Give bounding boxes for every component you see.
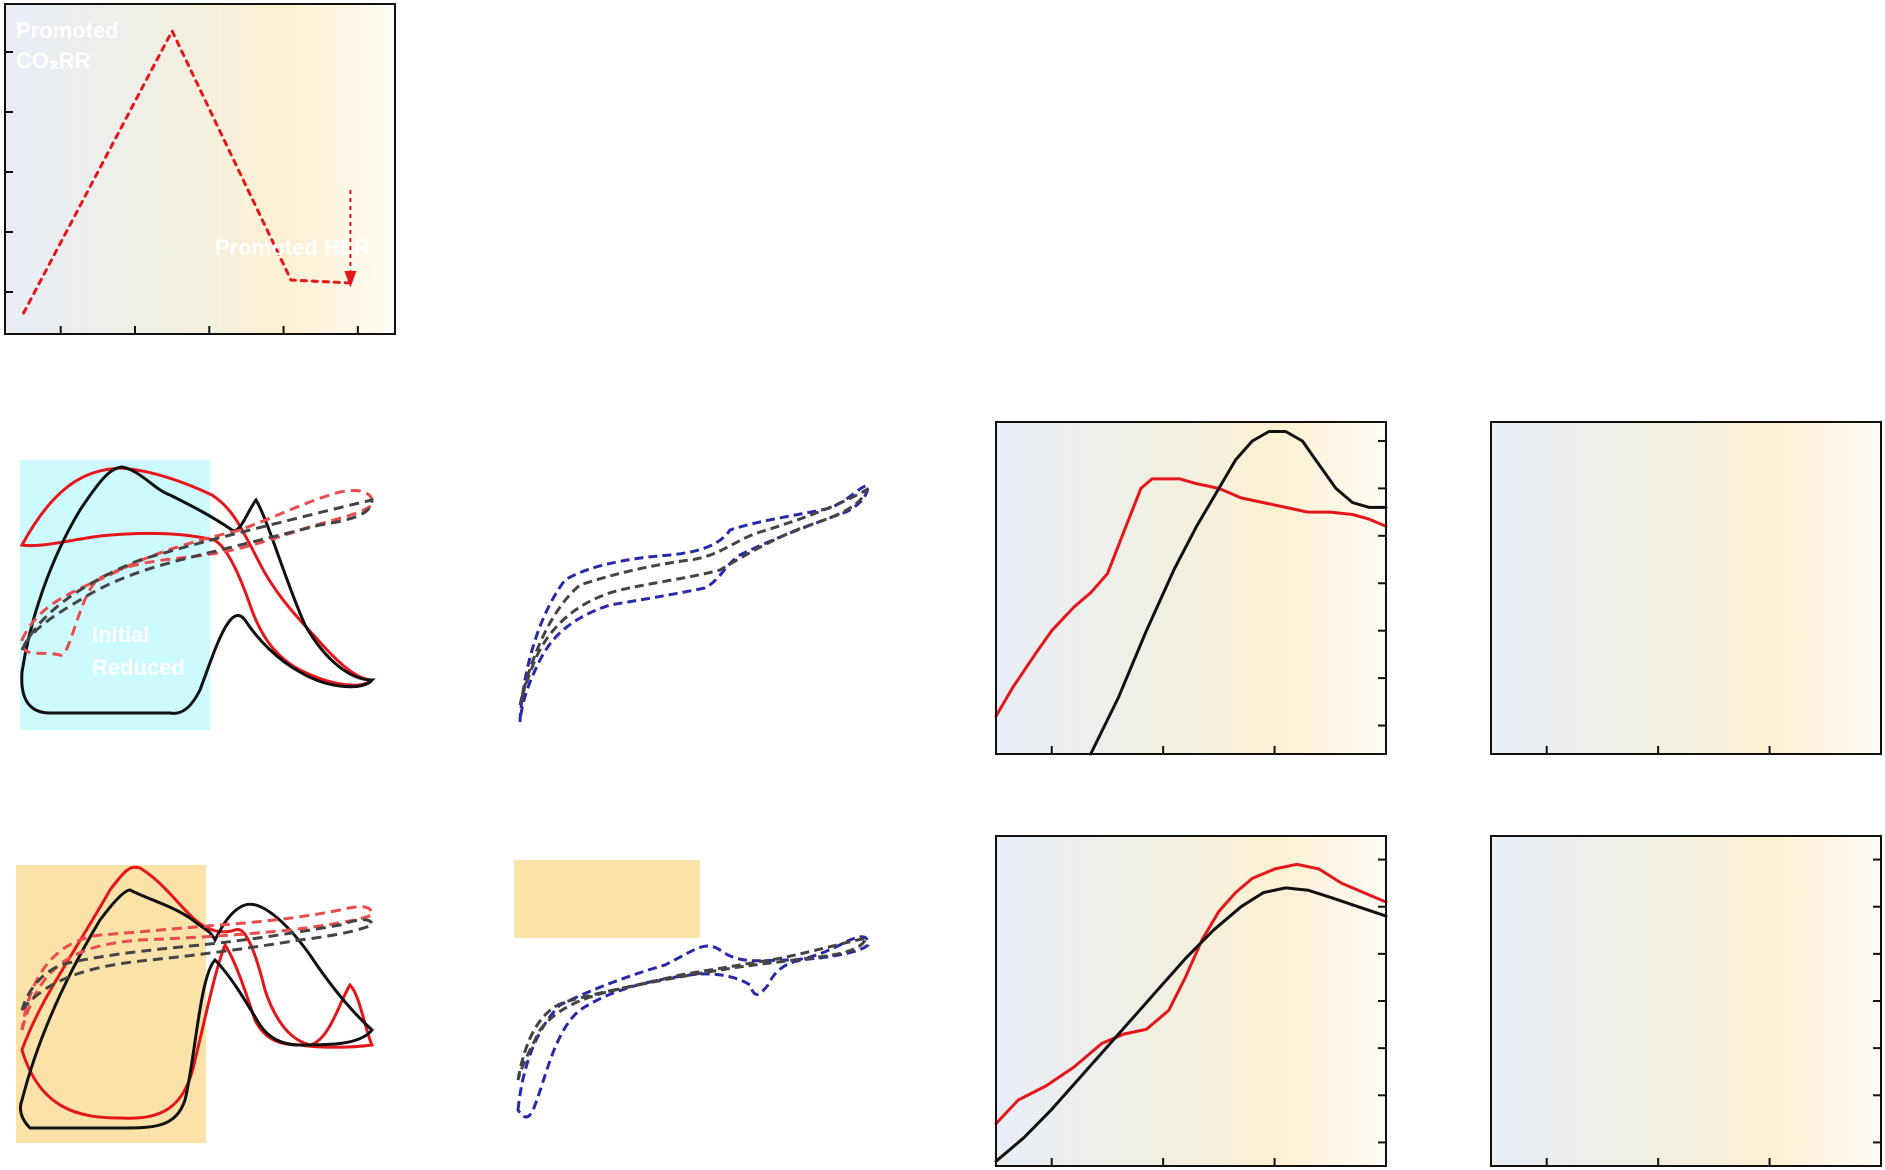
panel-b: Initial Reduced [19,460,377,730]
her-arrow [344,190,357,288]
c-curve-gray-dashed [518,486,869,706]
panel-d-frame [995,421,1387,755]
panel-i-background [1491,836,1881,1166]
series-d-red-0 [994,477,1388,718]
g-curve-gray-dashed [516,935,869,1081]
c-curve-blue-dashed [518,484,870,723]
panel-e [1490,421,1882,755]
panel-d-background [996,422,1386,754]
panel-i-marks [1545,858,1881,1166]
panel-d-marks [994,430,1388,756]
panel-h [994,835,1388,1167]
b-curve-gray-dashed [20,498,374,651]
panel-f [16,865,375,1143]
g-curve-blue-dashed [516,935,870,1119]
annotation-promoted-her: Promoted HER [215,235,370,260]
annotation-promoted-co2rr-line1: Promoted [16,18,119,43]
panel-h-marks [994,858,1388,1166]
panel-i [1490,835,1882,1167]
panel-i-frame [1490,835,1882,1167]
panel-c [518,484,870,723]
annotation-promoted-co2rr-line2: CO₂RR [16,48,91,73]
f-curve-gray-dashed [20,918,374,1011]
panel-a-frame [4,3,396,335]
panel-a: Promoted CO₂RR Promoted HER [4,3,396,335]
panel-h-frame [995,835,1387,1167]
f-curve-red-dashed [20,905,374,1031]
panel-d [994,421,1388,756]
series-a-red-dotted-0 [22,29,352,315]
panel-e-marks [1545,746,1771,754]
panel-e-frame [1490,421,1882,755]
annotation-initial-reduced-line2: Reduced [92,655,185,680]
panel-e-background [1491,422,1881,754]
b-curve-red-dashed [20,489,374,657]
series-h-black-1 [994,886,1388,1163]
f-curve-black-solid [18,888,375,1130]
reduced-region-box [20,460,210,730]
b-curve-black-solid [20,465,375,715]
panel-a-marks [5,29,359,334]
annotation-initial-reduced-line1: Initial [92,622,149,647]
panel-h-background [996,836,1386,1166]
panel-a-background [5,4,395,334]
series-d-black-1 [1089,430,1388,756]
her-arrow-head [344,271,357,288]
g-shaded-region [514,860,700,938]
f-curve-red-solid [20,865,375,1120]
panel-g [514,860,870,1119]
